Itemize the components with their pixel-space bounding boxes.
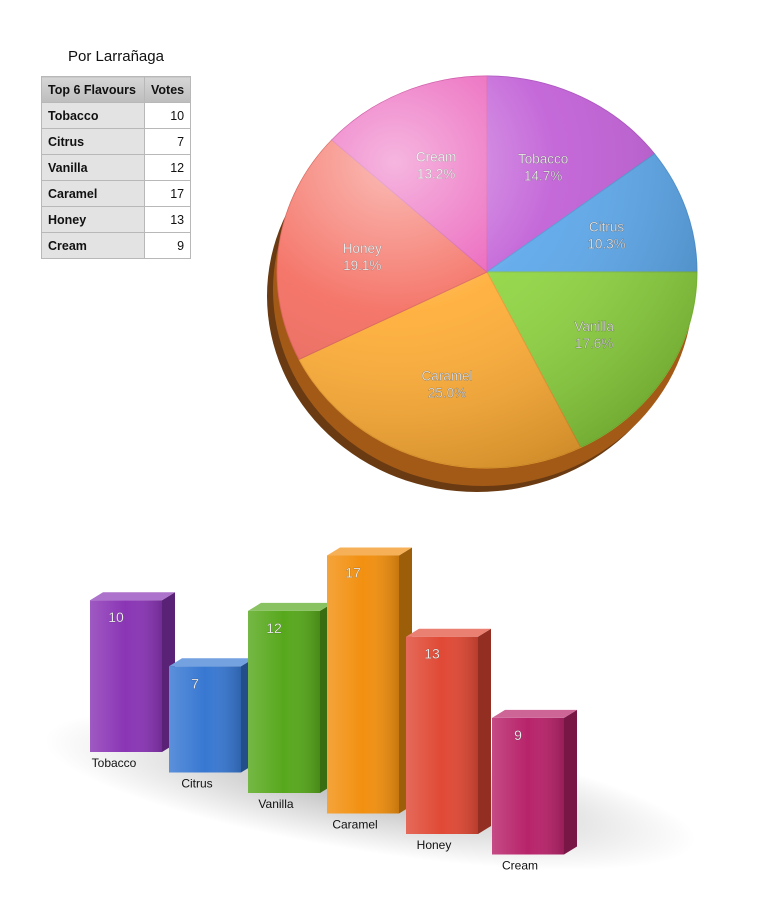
bar-chart: 10 Tobacco 7 Citrus 12 Vanilla 17 Caramel 13 Hone… bbox=[43, 547, 697, 873]
table-row: Tobacco 10 bbox=[41, 102, 192, 129]
table-row: Cream 9 bbox=[41, 232, 192, 259]
bar-top bbox=[90, 592, 175, 601]
table-cell-flavour: Caramel bbox=[41, 180, 145, 207]
table-row: Vanilla 12 bbox=[41, 154, 192, 181]
bar-value-label: 12 bbox=[266, 620, 282, 636]
pie-label-category: Honey bbox=[343, 241, 382, 256]
bar-category-label: Honey bbox=[417, 838, 452, 852]
bar-category-label: Tobacco bbox=[92, 756, 137, 770]
bar-shade bbox=[169, 666, 241, 773]
table-cell-flavour: Tobacco bbox=[41, 102, 145, 129]
bar-value-label: 9 bbox=[514, 727, 522, 743]
table-cell-flavour: Vanilla bbox=[41, 154, 145, 181]
bar-value-label: 17 bbox=[345, 565, 361, 581]
table-cell-flavour: Honey bbox=[41, 206, 145, 233]
bar-category-label: Cream bbox=[502, 859, 538, 873]
bar-category-label: Vanilla bbox=[258, 797, 293, 811]
bar-value-label: 7 bbox=[191, 675, 199, 691]
table-cell-flavour: Cream bbox=[41, 232, 145, 259]
table-cell-flavour: Citrus bbox=[41, 128, 145, 155]
bar-cream: 9 bbox=[492, 709, 577, 855]
table-header-row: Top 6 Flavours Votes bbox=[41, 76, 192, 103]
bar-tobacco: 10 bbox=[90, 592, 175, 752]
pie-label-percent: 19.1% bbox=[343, 258, 381, 273]
pie-label-percent: 14.7% bbox=[524, 169, 562, 184]
pie-label-percent: 13.2% bbox=[417, 166, 455, 181]
bar-category-label: Caramel bbox=[332, 818, 377, 832]
bar-shade bbox=[327, 555, 399, 814]
pie-label-category: Citrus bbox=[589, 220, 625, 235]
table-cell-votes: 17 bbox=[143, 180, 192, 207]
column-header-votes: Votes bbox=[143, 76, 192, 103]
bar-caramel: 17 bbox=[327, 547, 412, 814]
bar-top bbox=[327, 547, 412, 556]
pie-label-percent: 10.3% bbox=[587, 237, 625, 252]
bar-value-label: 10 bbox=[108, 609, 124, 625]
bar-side bbox=[564, 709, 577, 855]
bar-shade bbox=[90, 600, 162, 752]
bar-shade bbox=[248, 610, 320, 793]
bar-vanilla: 12 bbox=[248, 602, 333, 793]
bar-shade bbox=[406, 636, 478, 834]
pie-label-category: Cream bbox=[416, 149, 457, 164]
pie-label-category: Caramel bbox=[421, 369, 472, 384]
bar-top bbox=[492, 709, 577, 718]
data-table: Top 6 Flavours Votes Tobacco 10 Citrus 7… bbox=[41, 76, 192, 259]
bar-category-label: Citrus bbox=[181, 777, 212, 791]
bar-top bbox=[169, 658, 254, 667]
table-cell-votes: 9 bbox=[143, 232, 192, 259]
bar-top bbox=[406, 628, 491, 637]
bar-top bbox=[248, 602, 333, 611]
bar-shade bbox=[492, 717, 564, 855]
table-cell-votes: 12 bbox=[143, 154, 192, 181]
table-row: Caramel 17 bbox=[41, 180, 192, 207]
pie-label-category: Tobacco bbox=[518, 152, 568, 167]
pie-label-percent: 25.0% bbox=[428, 386, 466, 401]
pie-chart: Tobacco 14.7% Citrus 10.3% Vanilla 17.6% Caram… bbox=[267, 75, 698, 492]
pie-label-percent: 17.6% bbox=[575, 336, 613, 351]
pie-label-category: Vanilla bbox=[574, 319, 614, 334]
bar-value-label: 13 bbox=[424, 646, 440, 662]
table-title: Por Larrañaga bbox=[68, 48, 164, 65]
bar-honey: 13 bbox=[406, 628, 491, 834]
bar-side bbox=[478, 628, 491, 834]
bar-citrus: 7 bbox=[169, 658, 254, 773]
